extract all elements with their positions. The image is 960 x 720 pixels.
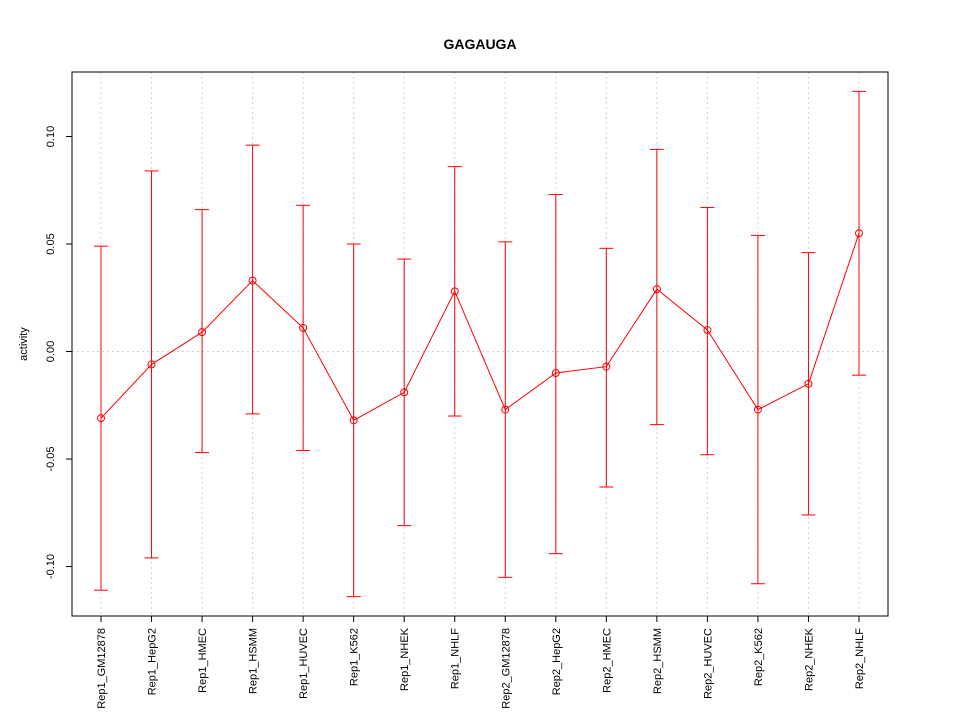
- x-tick-label: Rep2_NHEK: [803, 627, 815, 691]
- x-tick-label: Rep2_HepG2: [551, 628, 563, 695]
- series-line: [100, 233, 860, 422]
- x-tick-label: Rep2_HMEC: [601, 628, 613, 693]
- x-tick-label: Rep1_K562: [349, 628, 361, 686]
- chart-title: GAGAUGA: [443, 36, 516, 52]
- y-tick-label: -0.10: [45, 554, 57, 579]
- data-point: [450, 287, 459, 296]
- grid-layer: [72, 72, 888, 616]
- point-layer: [97, 229, 863, 425]
- axis-layer: Rep1_GM12878 Rep1_HepG2 Rep1_HMEC Rep1_HSMM…: [45, 126, 866, 709]
- data-point: [855, 229, 863, 238]
- y-tick-label: 0.10: [45, 126, 57, 147]
- y-axis-label: activity: [18, 327, 30, 361]
- x-tick-label: Rep2_NHLF: [854, 628, 866, 689]
- y-tick-label: -0.05: [45, 446, 57, 471]
- x-tick-label: Rep1_GM12878: [96, 628, 108, 709]
- x-tick-label: Rep2_K562: [753, 628, 765, 686]
- data-point: [248, 276, 257, 285]
- data-point: [147, 360, 156, 369]
- x-tick-label: Rep2_HSMM: [652, 628, 664, 694]
- x-tick-label: Rep1_HMEC: [197, 628, 209, 693]
- line-layer: [100, 233, 860, 422]
- x-tick-label: Rep1_HUVEC: [298, 628, 310, 699]
- x-tick-label: Rep1_HSMM: [248, 628, 260, 694]
- x-tick-label: Rep2_GM12878: [500, 628, 512, 709]
- data-point: [652, 285, 661, 294]
- data-point: [299, 323, 308, 332]
- data-point: [400, 388, 409, 397]
- x-tick-label: Rep1_HepG2: [147, 628, 159, 695]
- data-point: [501, 405, 510, 414]
- data-point: [804, 379, 813, 388]
- data-point: [703, 326, 712, 335]
- x-tick-label: Rep1_NHEK: [399, 627, 411, 691]
- data-point: [551, 369, 560, 378]
- plot-frame: [71, 71, 889, 617]
- data-point: [602, 362, 611, 371]
- data-point: [97, 414, 105, 423]
- data-point: [753, 405, 762, 414]
- data-point: [349, 416, 358, 425]
- data-point: [198, 328, 207, 337]
- y-tick-label: 0.00: [45, 341, 57, 362]
- errorbar-layer: [94, 90, 866, 598]
- x-tick-label: Rep2_HUVEC: [702, 628, 714, 699]
- x-tick-label: Rep1_NHLF: [450, 628, 462, 689]
- y-tick-label: 0.05: [45, 233, 57, 254]
